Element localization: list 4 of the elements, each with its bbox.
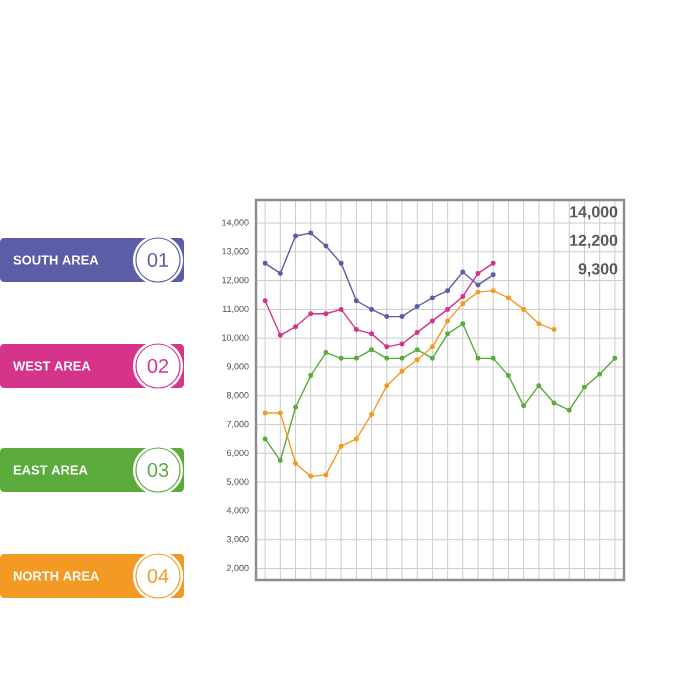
text: 04 bbox=[147, 568, 169, 584]
text: 03 bbox=[147, 462, 169, 478]
text: 02 bbox=[147, 358, 169, 374]
text: 01 bbox=[147, 252, 169, 268]
